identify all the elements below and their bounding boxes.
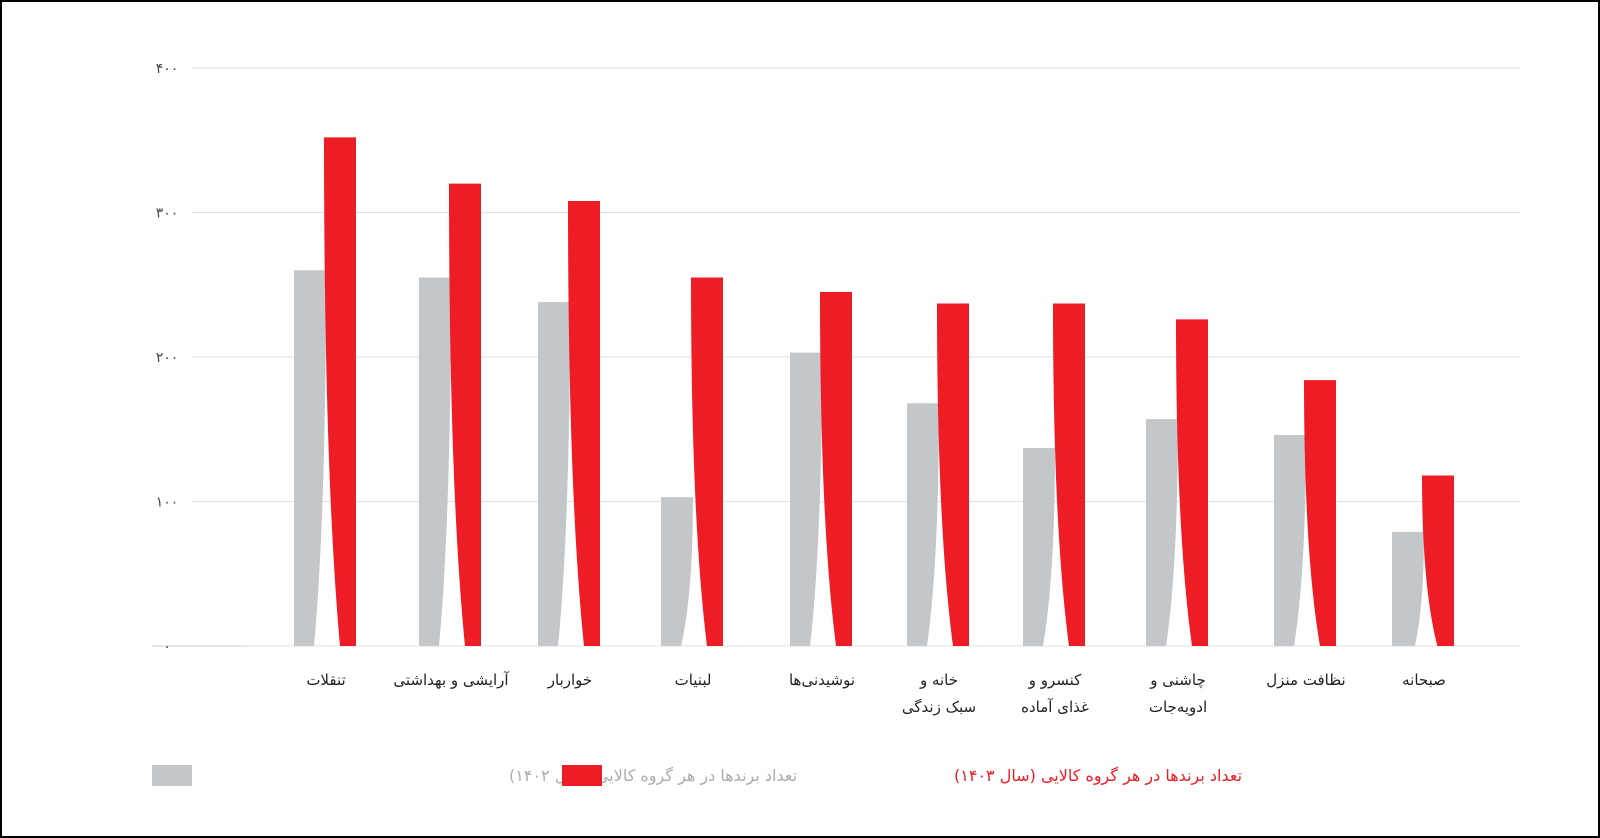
- legend-label-1402: تعداد برندها در هر گروه کالایی (سال ۱۴۰۲…: [509, 766, 797, 786]
- legend-label-1403: تعداد برندها در هر گروه کالایی (سال ۱۴۰۳…: [954, 766, 1242, 786]
- category-label: نوشیدنی‌ها: [789, 671, 855, 689]
- bar-1402: [1023, 448, 1055, 646]
- legend-swatch-1403: [562, 765, 602, 786]
- category-label: تنقلات: [306, 671, 345, 689]
- category-label: سبک زندگی: [902, 698, 976, 716]
- bar-1402: [419, 277, 451, 646]
- bar-1403: [324, 137, 356, 647]
- category-label: غذای آماده: [1021, 698, 1089, 716]
- y-axis-ticks: ۰ ۱۰۰ ۲۰۰ ۳۰۰ ۴۰۰: [156, 61, 179, 655]
- bar-1403: [1053, 303, 1085, 646]
- y-tick-label: ۲۰۰: [156, 350, 179, 366]
- bar-1402: [907, 403, 939, 646]
- legend-swatch-1402: [152, 765, 192, 786]
- y-tick-label: ۱۰۰: [156, 495, 179, 511]
- bar-1403: [937, 303, 969, 646]
- bar-1402: [294, 270, 326, 646]
- legend: تعداد برندها در هر گروه کالایی (سال ۱۴۰۲…: [152, 765, 1242, 786]
- y-tick-label: ۴۰۰: [156, 61, 179, 77]
- y-tick-label: ۰: [163, 639, 171, 655]
- category-label: نظافت منزل: [1266, 671, 1345, 689]
- grid-lines: [152, 67, 1520, 647]
- bar-1403: [1422, 475, 1454, 646]
- category-label: کنسرو و: [1028, 671, 1082, 689]
- bar-1403: [820, 291, 852, 646]
- category-label: لبنیات: [675, 671, 712, 689]
- category-label: خانه و: [919, 671, 958, 689]
- bars: [294, 137, 1454, 647]
- category-label: خواربار: [547, 671, 592, 689]
- bar-1403: [568, 200, 600, 646]
- category-label: صبحانه: [1402, 671, 1446, 689]
- bar-1402: [1392, 531, 1424, 646]
- bar-1403: [691, 277, 723, 646]
- bar-1403: [449, 183, 481, 646]
- category-label: آرایشی و بهداشتی: [393, 671, 509, 689]
- bar-1402: [1146, 419, 1178, 646]
- bar-1403: [1176, 319, 1208, 646]
- category-label: ادویه‌جات: [1149, 698, 1207, 716]
- y-tick-label: ۳۰۰: [156, 206, 179, 222]
- bar-1402: [538, 302, 570, 646]
- bar-1402: [790, 352, 822, 646]
- bar-1402: [1274, 435, 1306, 646]
- category-labels: تنقلات آرایشی و بهداشتی خواربار لبنیات نوشید…: [306, 671, 1446, 716]
- bar-1402: [661, 497, 693, 646]
- bar-1403: [1304, 380, 1336, 646]
- category-label: چاشنی و: [1149, 671, 1205, 689]
